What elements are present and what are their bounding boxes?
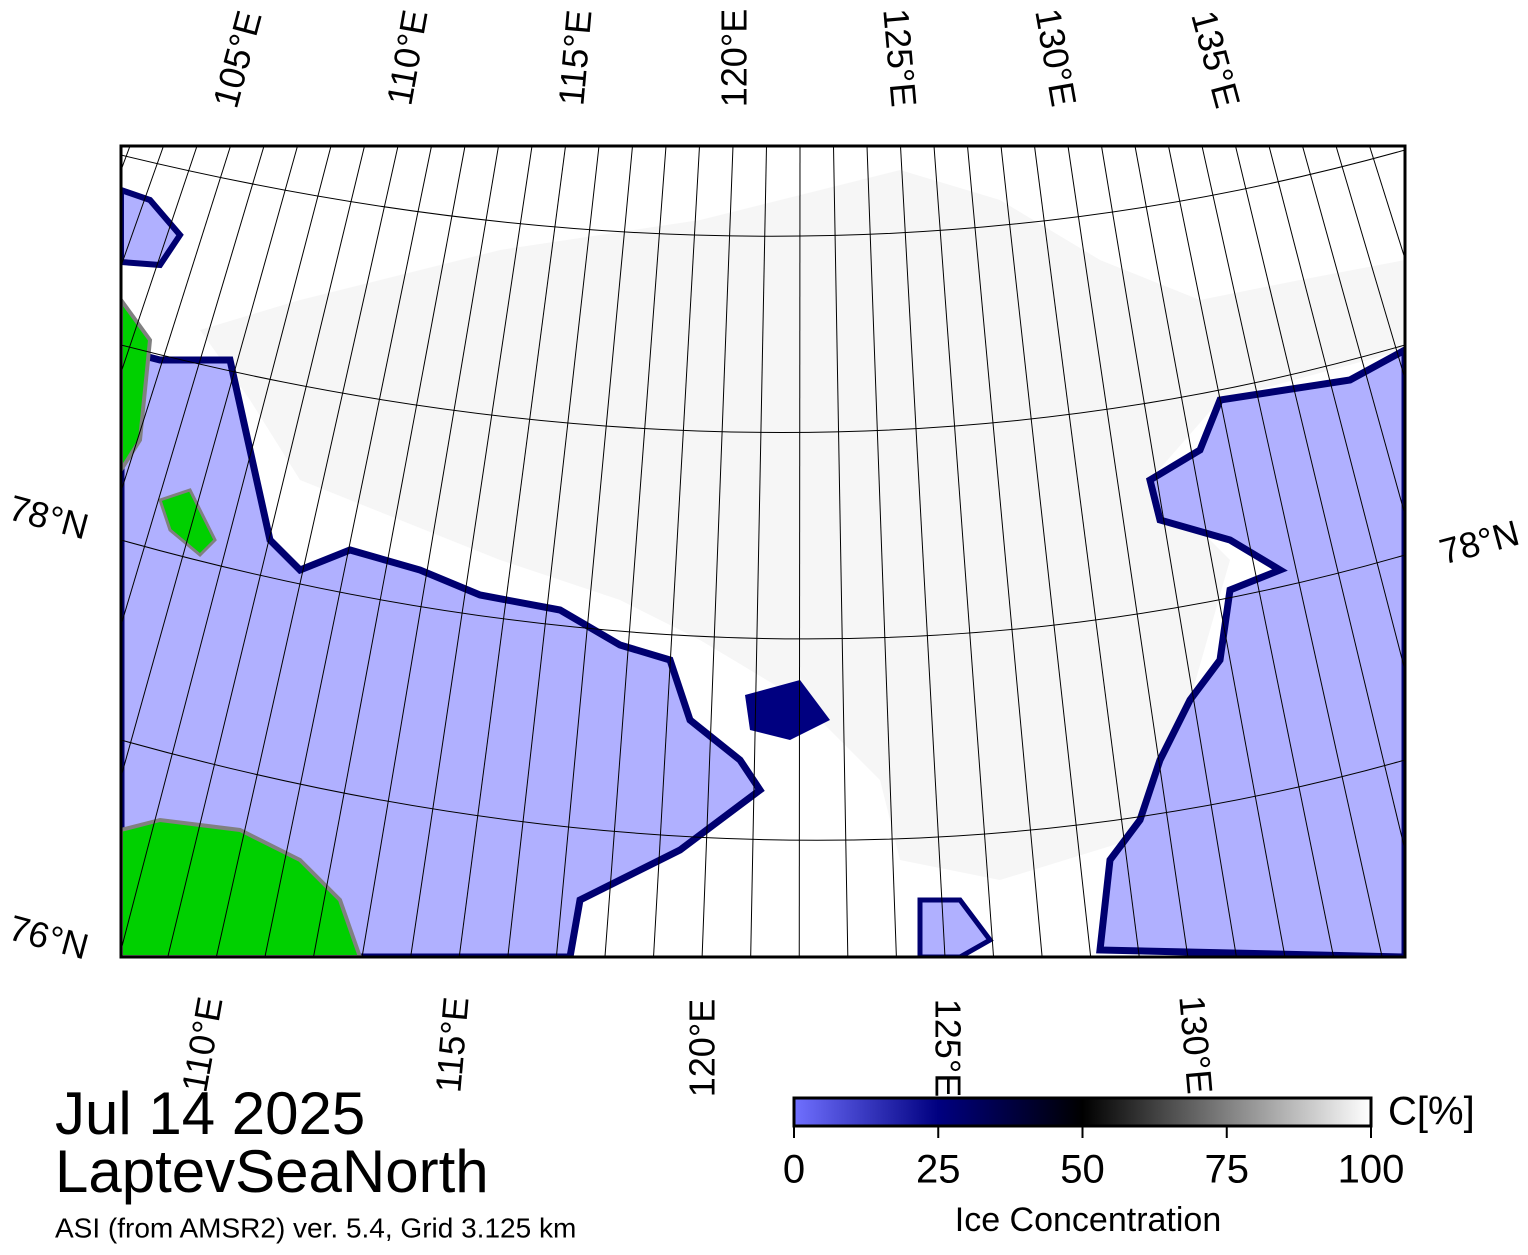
map — [0, 146, 1528, 957]
colorbar-tick-label: 75 — [1205, 1148, 1250, 1192]
source: ASI (from AMSR2) ver. 5.4, Grid 3.125 km — [55, 1212, 576, 1243]
lon-label: 130°E — [1171, 994, 1220, 1096]
lon-label: 120°E — [714, 9, 755, 107]
lon-label: 115°E — [550, 8, 599, 107]
colorbar-tick-label: 25 — [916, 1148, 961, 1192]
lat-label: 78°N — [5, 487, 93, 547]
lon-label: 105°E — [205, 6, 270, 112]
lon-label: 135°E — [1183, 6, 1248, 112]
lon-label: 120°E — [682, 999, 723, 1097]
colorbar-unit: C[%] — [1388, 1090, 1475, 1134]
lat-label: 76°N — [5, 907, 93, 967]
meridian — [0, 146, 130, 957]
region: LaptevSeaNorth — [55, 1138, 489, 1205]
lon-label: 110°E — [379, 7, 436, 108]
colorbar-tick-label: 50 — [1060, 1148, 1105, 1192]
lon-label: 115°E — [427, 995, 476, 1094]
colorbar-tick-label: 0 — [783, 1148, 805, 1192]
lon-label: 130°E — [1027, 5, 1084, 109]
colorbar-tick-label: 100 — [1338, 1148, 1405, 1192]
colorbar — [794, 1098, 1371, 1126]
lon-label: 125°E — [875, 7, 924, 109]
lat-label: 78°N — [1435, 512, 1523, 572]
lon-label: 125°E — [927, 999, 968, 1097]
colorbar-label: Ice Concentration — [955, 1201, 1222, 1239]
